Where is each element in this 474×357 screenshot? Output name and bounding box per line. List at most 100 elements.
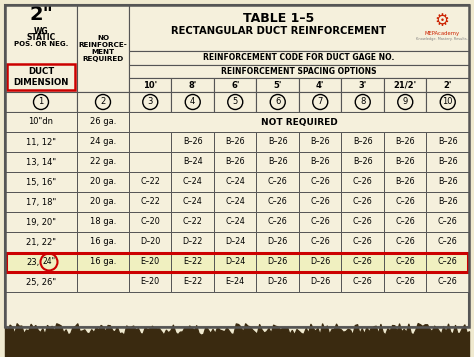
Text: C–22: C–22 <box>140 197 160 206</box>
Bar <box>299 232 341 252</box>
Bar <box>172 172 214 192</box>
Text: B–26: B–26 <box>310 157 330 166</box>
Bar <box>214 92 256 112</box>
Bar <box>256 78 299 92</box>
Text: C–26: C–26 <box>268 217 288 226</box>
Text: C–26: C–26 <box>310 217 330 226</box>
Bar <box>341 172 384 192</box>
Text: C–26: C–26 <box>310 177 330 186</box>
Text: 8': 8' <box>189 80 197 90</box>
Bar <box>299 192 341 212</box>
Bar <box>384 252 427 272</box>
Text: B–26: B–26 <box>226 137 245 146</box>
Bar <box>129 232 172 252</box>
Text: B–24: B–24 <box>183 157 202 166</box>
Text: C–20: C–20 <box>140 217 160 226</box>
Bar <box>299 172 341 192</box>
Text: 10: 10 <box>443 97 453 106</box>
Bar <box>299 212 341 232</box>
Bar <box>5 192 77 212</box>
Text: B–26: B–26 <box>438 177 457 186</box>
Bar <box>299 78 341 92</box>
Text: C–26: C–26 <box>353 217 373 226</box>
Text: 3: 3 <box>147 97 153 106</box>
Bar <box>427 92 469 112</box>
Text: C–26: C–26 <box>395 257 415 266</box>
Bar <box>5 5 77 92</box>
Text: 8: 8 <box>360 97 365 106</box>
Bar <box>214 232 256 252</box>
Text: RECTANGULAR DUCT REINFORCEMENT: RECTANGULAR DUCT REINFORCEMENT <box>172 26 387 36</box>
Text: 2": 2" <box>29 5 53 25</box>
Bar <box>77 272 129 292</box>
Text: D–22: D–22 <box>182 237 203 246</box>
Bar <box>427 272 469 292</box>
Bar <box>384 232 427 252</box>
Text: DUCT
DIMENSION: DUCT DIMENSION <box>13 67 69 87</box>
Text: B–26: B–26 <box>395 137 415 146</box>
Text: MEPAcademy: MEPAcademy <box>424 30 460 35</box>
Text: C–26: C–26 <box>310 237 330 246</box>
Bar <box>427 212 469 232</box>
Bar <box>384 172 427 192</box>
Text: 13, 14": 13, 14" <box>26 157 56 166</box>
Text: D–24: D–24 <box>225 237 246 246</box>
Text: C–22: C–22 <box>140 177 160 186</box>
Bar <box>341 212 384 232</box>
Bar <box>129 112 469 132</box>
Text: 26 ga.: 26 ga. <box>90 117 116 126</box>
Text: C–24: C–24 <box>183 197 202 206</box>
Bar <box>256 152 299 172</box>
Bar <box>341 92 384 112</box>
Bar <box>256 132 299 152</box>
Bar <box>7 64 75 90</box>
Bar <box>427 252 469 272</box>
Text: D–26: D–26 <box>268 237 288 246</box>
Text: C–24: C–24 <box>225 217 245 226</box>
Text: 19, 20": 19, 20" <box>26 217 56 226</box>
Text: D–26: D–26 <box>310 257 330 266</box>
Text: ⚙: ⚙ <box>435 12 449 30</box>
Bar <box>214 272 256 292</box>
Text: B–26: B–26 <box>310 137 330 146</box>
Bar <box>172 212 214 232</box>
Text: B–26: B–26 <box>268 137 288 146</box>
Text: B–26: B–26 <box>395 177 415 186</box>
Text: 22 ga.: 22 ga. <box>90 157 116 166</box>
Text: B–26: B–26 <box>353 157 373 166</box>
Bar <box>129 172 172 192</box>
Bar <box>172 272 214 292</box>
Text: C–26: C–26 <box>438 237 457 246</box>
Text: C–26: C–26 <box>438 277 457 287</box>
Text: 2: 2 <box>100 97 106 106</box>
Bar <box>6 252 468 272</box>
Text: D–24: D–24 <box>225 257 246 266</box>
Text: 6: 6 <box>275 97 281 106</box>
Text: NOT REQUIRED: NOT REQUIRED <box>261 117 337 126</box>
Text: 24": 24" <box>43 257 55 266</box>
Text: C–26: C–26 <box>438 257 457 266</box>
Bar <box>256 212 299 232</box>
Text: TABLE 1–5: TABLE 1–5 <box>243 12 315 25</box>
Bar <box>214 132 256 152</box>
Bar <box>214 78 256 92</box>
Bar <box>384 152 427 172</box>
Text: E–20: E–20 <box>141 257 160 266</box>
Text: B–26: B–26 <box>183 137 202 146</box>
Bar <box>427 192 469 212</box>
Text: 21/2': 21/2' <box>394 80 417 90</box>
Bar <box>384 272 427 292</box>
Text: C–26: C–26 <box>353 197 373 206</box>
Bar <box>172 132 214 152</box>
Text: 9: 9 <box>402 97 408 106</box>
Text: WG: WG <box>34 27 48 36</box>
Text: 20 ga.: 20 ga. <box>90 177 116 186</box>
Text: 25, 26": 25, 26" <box>26 277 56 287</box>
Bar <box>427 132 469 152</box>
Bar <box>129 152 172 172</box>
Text: 7: 7 <box>318 97 323 106</box>
Bar <box>77 152 129 172</box>
Bar <box>129 212 172 232</box>
Bar <box>172 152 214 172</box>
Bar <box>256 92 299 112</box>
